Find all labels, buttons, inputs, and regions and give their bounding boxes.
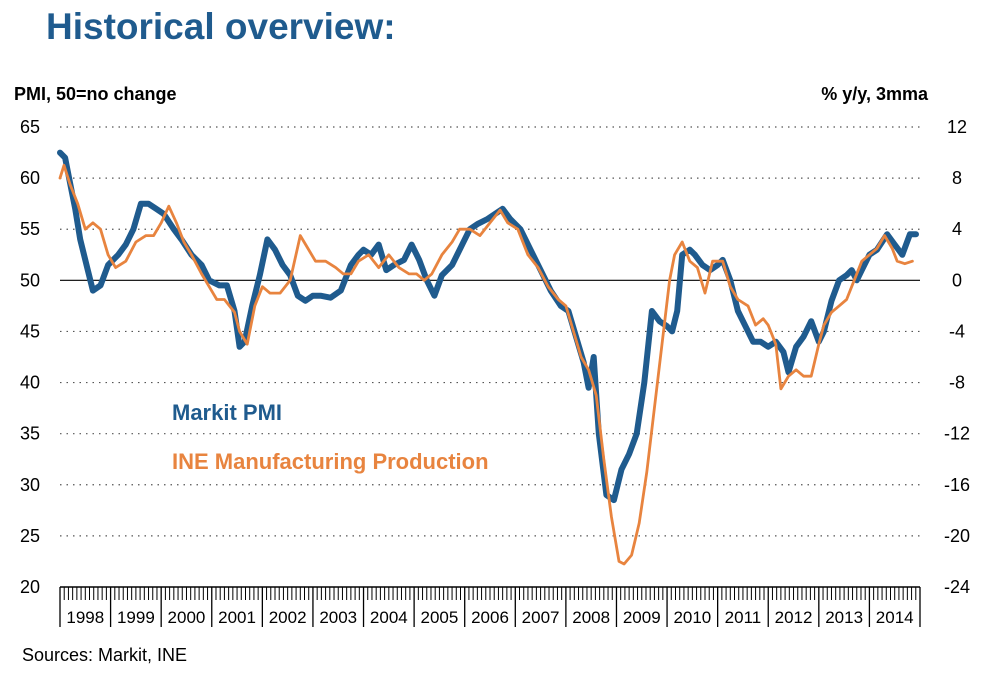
series-lines bbox=[57, 149, 919, 566]
series-line-markit-pmi bbox=[57, 149, 919, 504]
x-tick-label: 2009 bbox=[623, 608, 661, 627]
x-tick-label: 1998 bbox=[66, 608, 104, 627]
x-tick-label: 2001 bbox=[218, 608, 256, 627]
left-y-axis: 65 60 55 50 45 40 35 30 25 20 bbox=[20, 117, 40, 597]
left-tick-label: 45 bbox=[20, 321, 40, 341]
right-tick-label: -16 bbox=[944, 475, 970, 495]
right-tick-label: -12 bbox=[944, 424, 970, 444]
x-tick-label: 2010 bbox=[673, 608, 711, 627]
x-tick-label: 2007 bbox=[522, 608, 560, 627]
right-tick-label: 0 bbox=[952, 270, 962, 290]
left-tick-label: 60 bbox=[20, 168, 40, 188]
right-axis-label: % y/y, 3mma bbox=[821, 84, 929, 104]
right-tick-label: 8 bbox=[952, 168, 962, 188]
page-title: Historical overview: bbox=[46, 6, 396, 47]
x-tick-label: 2012 bbox=[775, 608, 813, 627]
x-axis: 1998 1999 2000 2001 2002 2003 2004 2005 2006 2007… bbox=[59, 586, 921, 627]
x-tick-label: 2000 bbox=[168, 608, 206, 627]
right-tick-label: -4 bbox=[949, 321, 965, 341]
right-tick-label: 12 bbox=[947, 117, 967, 137]
x-tick-label: 2008 bbox=[572, 608, 610, 627]
left-axis-label: PMI, 50=no change bbox=[14, 84, 177, 104]
legend-ine-production: INE Manufacturing Production bbox=[172, 449, 489, 474]
x-tick-label: 2013 bbox=[825, 608, 863, 627]
right-tick-label: -20 bbox=[944, 526, 970, 546]
x-tick-label: 1999 bbox=[117, 608, 155, 627]
x-tick-label: 2004 bbox=[370, 608, 408, 627]
left-tick-label: 50 bbox=[20, 270, 40, 290]
x-tick-label: 2003 bbox=[319, 608, 357, 627]
grid-lines bbox=[60, 126, 920, 537]
right-y-axis: 12 8 4 0 -4 -8 -12 -16 -20 -24 bbox=[944, 117, 970, 597]
right-tick-label: -24 bbox=[944, 577, 970, 597]
x-tick-label: 2006 bbox=[471, 608, 509, 627]
left-tick-label: 55 bbox=[20, 219, 40, 239]
x-tick-label: 2011 bbox=[725, 608, 762, 627]
left-tick-label: 40 bbox=[20, 373, 40, 393]
left-tick-label: 35 bbox=[20, 424, 40, 444]
x-tick-label: 2014 bbox=[876, 608, 914, 627]
left-tick-label: 30 bbox=[20, 475, 40, 495]
legend-markit-pmi: Markit PMI bbox=[172, 400, 282, 425]
right-tick-label: -8 bbox=[949, 373, 965, 393]
source-note: Sources: Markit, INE bbox=[22, 645, 188, 665]
x-tick-label: 2002 bbox=[269, 608, 307, 627]
left-tick-label: 25 bbox=[20, 526, 40, 546]
right-tick-label: 4 bbox=[952, 219, 962, 239]
series-line-ine-production bbox=[58, 163, 914, 566]
left-tick-label: 65 bbox=[20, 117, 40, 137]
left-tick-label: 20 bbox=[20, 577, 40, 597]
x-tick-label: 2005 bbox=[420, 608, 458, 627]
